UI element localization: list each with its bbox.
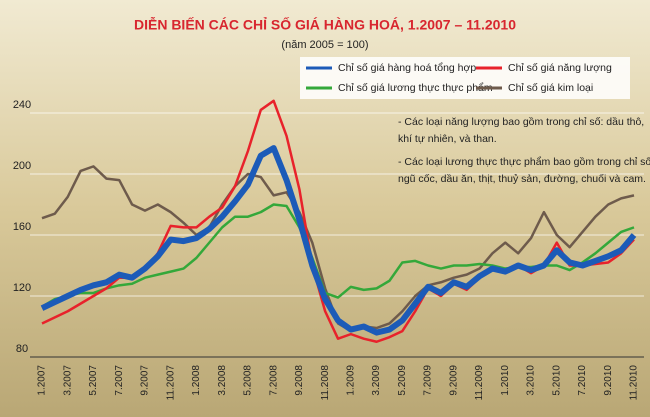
x-tick-label: 7.2008	[268, 365, 279, 396]
x-tick-label: 11.2009	[474, 365, 485, 401]
x-tick-label: 1.2008	[191, 365, 202, 396]
legend-box	[300, 57, 630, 99]
x-tick-label: 7.2009	[423, 365, 434, 396]
x-tick-label: 5.2008	[243, 365, 254, 396]
x-tick-label: 7.2007	[114, 365, 125, 396]
x-tick-label: 3.2007	[62, 365, 73, 396]
legend-label: Chỉ số giá lương thực thực phẩm	[338, 82, 493, 94]
x-tick-label: 11.2010	[629, 365, 640, 401]
x-tick-label: 1.2009	[346, 365, 357, 396]
x-tick-label: 9.2009	[448, 365, 459, 396]
series-line	[40, 145, 637, 336]
x-tick-label: 9.2008	[294, 365, 305, 396]
x-tick-label: 11.2007	[165, 365, 176, 401]
annotation: khí tự nhiên, và than.	[398, 133, 497, 145]
x-tick-label: 9.2010	[603, 365, 614, 396]
y-tick-label: 160	[13, 221, 31, 233]
x-tick-label: 3.2009	[371, 365, 382, 396]
x-tick-label: 7.2010	[577, 365, 588, 396]
x-tick-label: 9.2007	[140, 365, 151, 396]
x-tick-label: 5.2010	[551, 365, 562, 396]
legend-label: Chỉ số giá năng lượng	[508, 62, 612, 74]
y-tick-label: 80	[16, 343, 28, 355]
legend-label: Chỉ số giá hàng hoá tổng hợp	[338, 62, 476, 74]
y-tick-label: 120	[13, 282, 31, 294]
x-tick-label: 3.2008	[217, 365, 228, 396]
x-tick-label: 1.2010	[500, 365, 511, 396]
x-tick-label: 5.2009	[397, 365, 408, 396]
chart-subtitle: (năm 2005 = 100)	[281, 39, 368, 51]
x-tick-label: 5.2007	[88, 365, 99, 396]
annotation: - Các loại lương thực thực phẩm bao gồm …	[398, 156, 650, 168]
x-tick-label: 1.2007	[37, 365, 48, 396]
annotation: ngũ cốc, dầu ăn, thịt, thuỷ sản, đường, …	[398, 173, 646, 185]
chart-title: DIỄN BIẾN CÁC CHỈ SỐ GIÁ HÀNG HOÁ, 1.200…	[134, 16, 516, 33]
annotation: - Các loại năng lượng bao gồm trong chỉ …	[398, 116, 644, 128]
y-tick-label: 240	[13, 99, 31, 111]
legend-label: Chỉ số giá kim loại	[508, 82, 593, 94]
x-tick-label: 11.2008	[320, 365, 331, 401]
x-tick-label: 3.2010	[526, 365, 537, 396]
y-tick-label: 200	[13, 160, 31, 172]
